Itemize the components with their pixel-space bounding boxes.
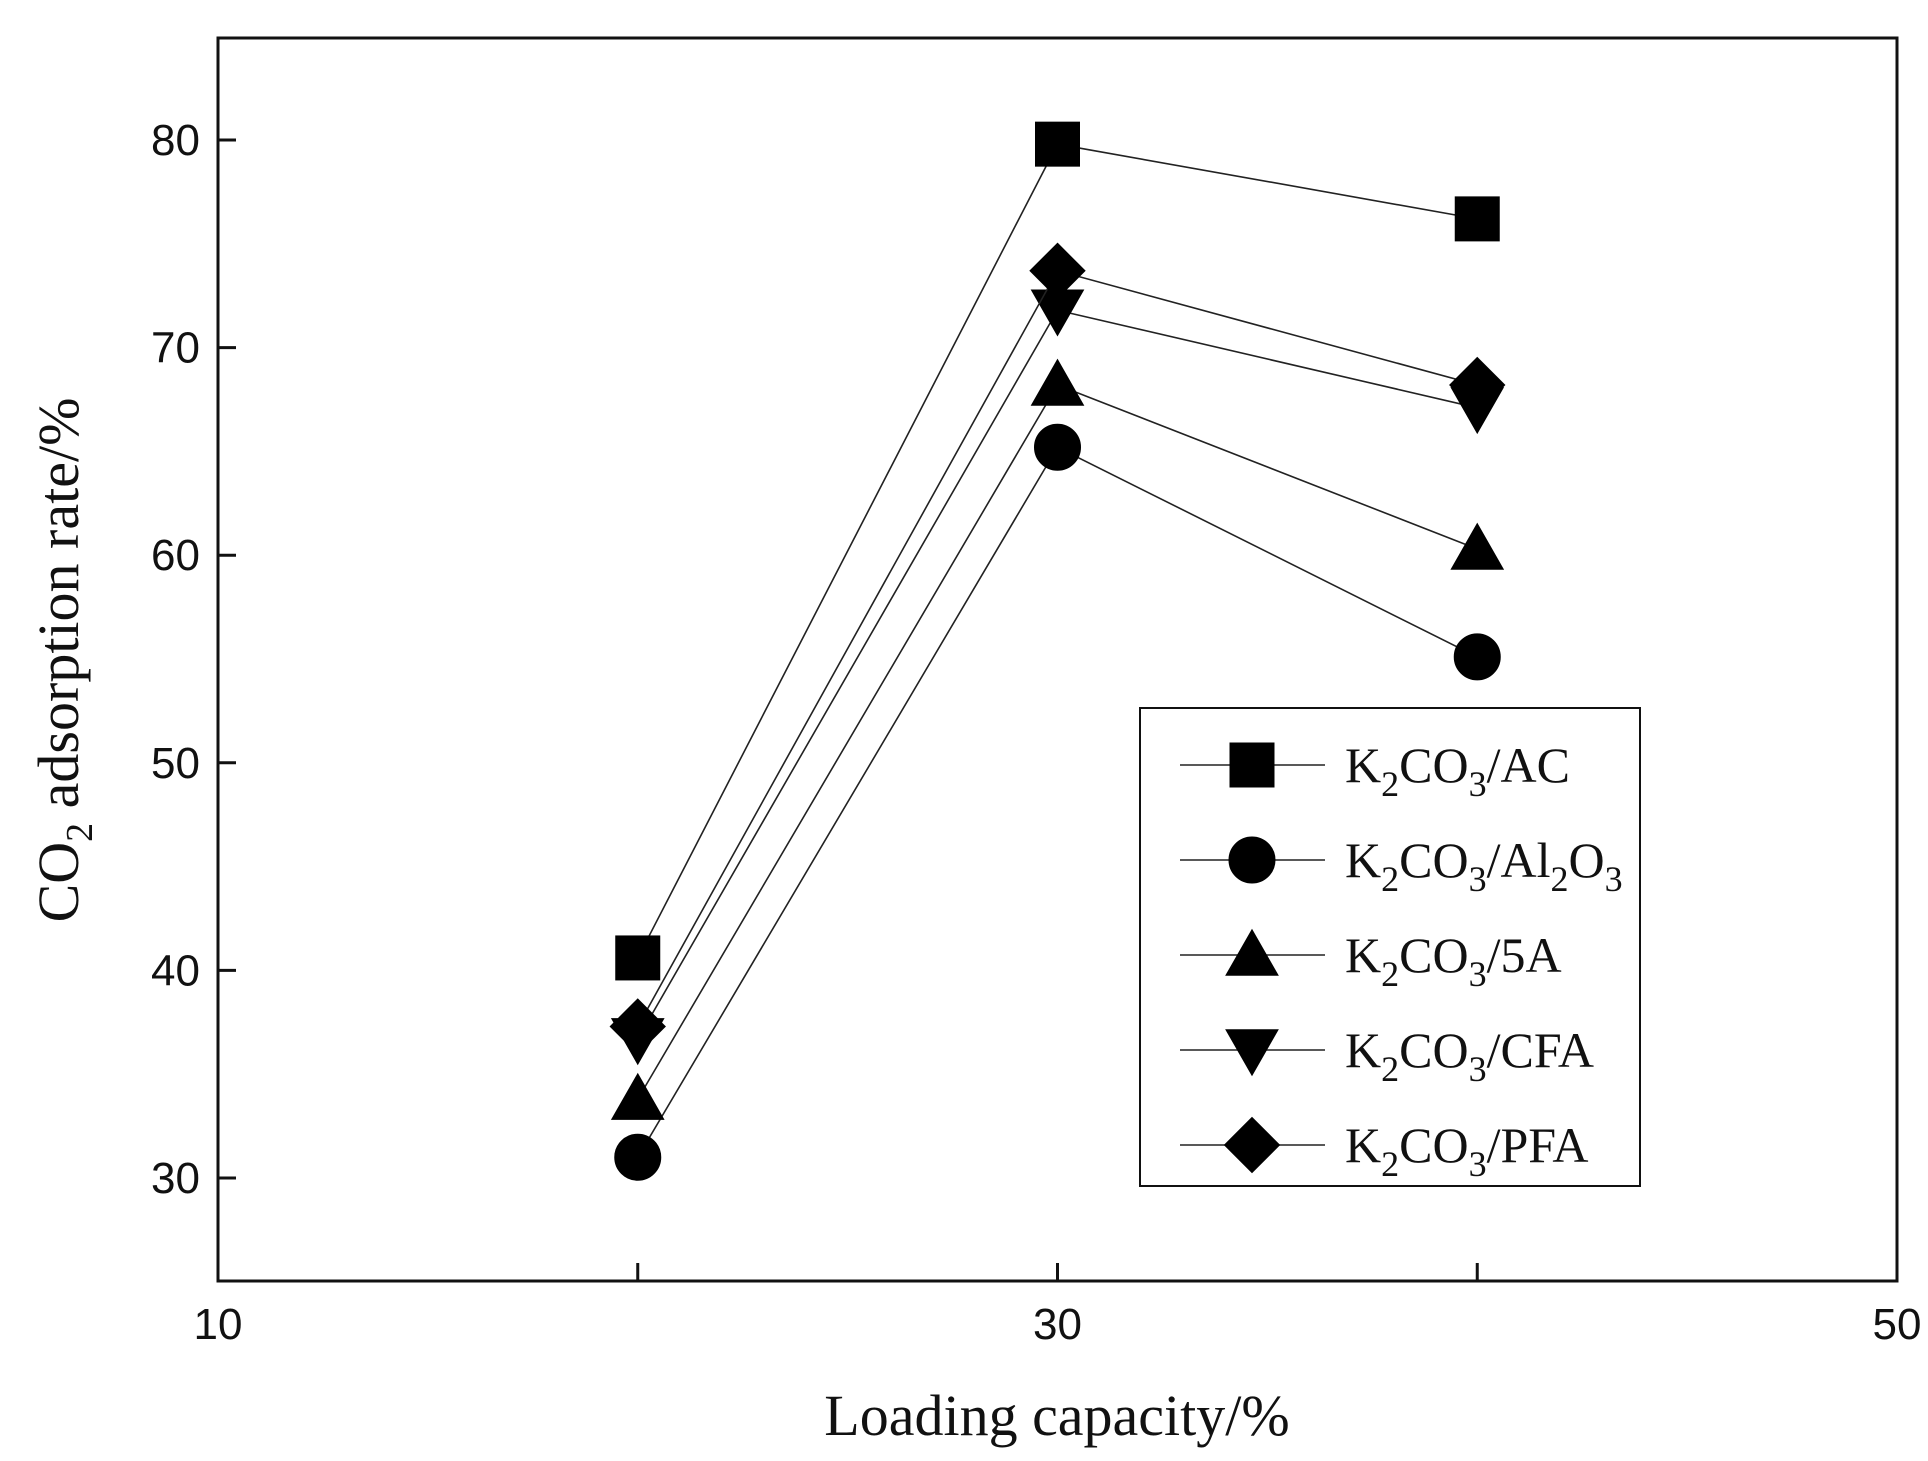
legend-item: K2CO3/PFA	[1180, 1116, 1588, 1184]
data-point-diamond	[1029, 242, 1086, 299]
legend-marker-triangle-up	[1225, 928, 1279, 976]
data-point-circle	[1453, 633, 1501, 681]
y-tick-label: 70	[151, 324, 200, 373]
legend-label: K2CO3/Al2O3	[1345, 832, 1623, 899]
y-tick-label: 50	[151, 739, 200, 788]
data-point-diamond	[609, 998, 666, 1055]
legend-label: K2CO3/AC	[1345, 737, 1570, 804]
series-layer	[609, 121, 1506, 1181]
legend-box	[1139, 707, 1641, 1187]
legend-label: K2CO3/PFA	[1345, 1117, 1588, 1184]
legend-item: K2CO3/Al2O3	[1180, 832, 1623, 899]
x-axis-title: Loading capacity/%	[824, 1383, 1289, 1448]
series-K2CO3/PFA	[609, 242, 1506, 1055]
data-point-circle	[1034, 423, 1081, 471]
x-tick-label: 10	[194, 1300, 243, 1349]
data-point-square	[1454, 196, 1500, 242]
series-K2CO3/Al2O3	[614, 423, 1501, 1181]
plot-frame	[216, 36, 1899, 1283]
data-point-triangle-up	[1030, 358, 1085, 406]
data-point-square	[1035, 121, 1080, 167]
x-axis-ticks: 10 30 50	[194, 1263, 1922, 1349]
y-tick-label: 40	[151, 946, 200, 995]
y-tick-label: 60	[151, 531, 200, 580]
legend-marker-square	[1229, 742, 1275, 788]
legend-items: K2CO3/AC K2CO3/Al2O3 K2CO3/5A K2CO3/CFA K2CO…	[1180, 737, 1623, 1184]
legend-marker-triangle-down	[1225, 1029, 1279, 1077]
legend: K2CO3/AC K2CO3/Al2O3 K2CO3/5A K2CO3/CFA K2CO…	[1139, 707, 1641, 1187]
series-K2CO3/AC	[615, 121, 1500, 981]
legend-marker-diamond	[1223, 1116, 1281, 1174]
legend-label: K2CO3/5A	[1345, 927, 1562, 994]
series-K2CO3/5A	[610, 358, 1505, 1120]
legend-item: K2CO3/5A	[1180, 927, 1562, 994]
legend-marker-circle	[1228, 836, 1276, 884]
data-point-diamond	[1449, 356, 1506, 414]
legend-label: K2CO3/CFA	[1345, 1022, 1594, 1089]
y-axis-ticks: 30 40 50 60 70 80	[151, 116, 236, 1203]
y-axis-title: CO2 adsorption rate/%	[26, 398, 101, 923]
x-tick-label: 50	[1873, 1300, 1922, 1349]
data-point-triangle-up	[610, 1072, 665, 1120]
legend-item: K2CO3/AC	[1180, 737, 1570, 804]
x-tick-label: 30	[1033, 1300, 1082, 1349]
data-point-square	[615, 935, 661, 981]
y-tick-label: 80	[151, 116, 200, 165]
legend-item: K2CO3/CFA	[1180, 1022, 1594, 1089]
data-point-circle	[614, 1133, 662, 1181]
data-point-triangle-up	[1450, 522, 1505, 570]
y-tick-label: 30	[151, 1154, 200, 1203]
